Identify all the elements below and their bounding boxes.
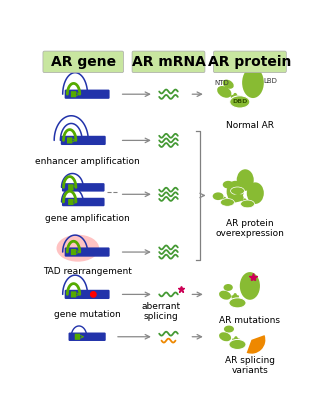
Text: AR protein: AR protein <box>208 55 292 69</box>
Ellipse shape <box>227 181 244 202</box>
Ellipse shape <box>242 67 264 98</box>
Ellipse shape <box>233 194 244 202</box>
Ellipse shape <box>237 169 254 191</box>
FancyBboxPatch shape <box>61 136 106 145</box>
Circle shape <box>91 292 96 297</box>
Text: LBD: LBD <box>263 78 277 84</box>
Ellipse shape <box>240 200 254 208</box>
FancyBboxPatch shape <box>62 183 105 192</box>
Ellipse shape <box>247 182 264 204</box>
Text: gene amplification: gene amplification <box>45 214 129 222</box>
Text: AR gene: AR gene <box>51 55 116 69</box>
FancyBboxPatch shape <box>71 249 76 255</box>
Ellipse shape <box>219 291 231 300</box>
FancyBboxPatch shape <box>75 334 80 340</box>
Text: AR protein
overexpression: AR protein overexpression <box>215 218 284 238</box>
Ellipse shape <box>223 80 234 89</box>
FancyBboxPatch shape <box>65 290 110 299</box>
Text: AR mutations: AR mutations <box>219 316 280 325</box>
Ellipse shape <box>217 86 231 98</box>
FancyBboxPatch shape <box>71 291 76 298</box>
Ellipse shape <box>223 181 234 188</box>
Text: gene mutation: gene mutation <box>54 310 121 319</box>
Text: enhancer amplification: enhancer amplification <box>35 157 139 166</box>
Text: AR mRNA: AR mRNA <box>132 55 205 69</box>
Ellipse shape <box>229 298 246 308</box>
Ellipse shape <box>240 272 260 300</box>
Text: NTD: NTD <box>214 80 229 86</box>
FancyBboxPatch shape <box>67 137 72 144</box>
Ellipse shape <box>224 326 234 332</box>
Ellipse shape <box>224 284 233 291</box>
Ellipse shape <box>57 235 99 262</box>
Text: DBD: DBD <box>232 99 248 104</box>
FancyBboxPatch shape <box>71 91 76 97</box>
Text: AR splicing
variants: AR splicing variants <box>225 356 275 375</box>
FancyBboxPatch shape <box>65 90 110 99</box>
FancyBboxPatch shape <box>69 332 106 341</box>
FancyBboxPatch shape <box>43 51 124 73</box>
Ellipse shape <box>230 187 244 195</box>
FancyBboxPatch shape <box>214 51 286 73</box>
Ellipse shape <box>230 96 250 108</box>
Wedge shape <box>247 335 266 354</box>
Ellipse shape <box>213 192 224 200</box>
Text: Normal AR: Normal AR <box>226 121 274 130</box>
FancyBboxPatch shape <box>132 51 205 73</box>
Ellipse shape <box>229 340 246 350</box>
FancyBboxPatch shape <box>68 199 73 205</box>
FancyBboxPatch shape <box>62 198 105 206</box>
FancyBboxPatch shape <box>68 184 73 190</box>
Ellipse shape <box>220 198 234 206</box>
Text: aberrant
splicing: aberrant splicing <box>141 302 180 321</box>
Text: TAD rearrangement: TAD rearrangement <box>43 268 132 276</box>
Ellipse shape <box>219 332 231 341</box>
FancyBboxPatch shape <box>65 248 110 257</box>
